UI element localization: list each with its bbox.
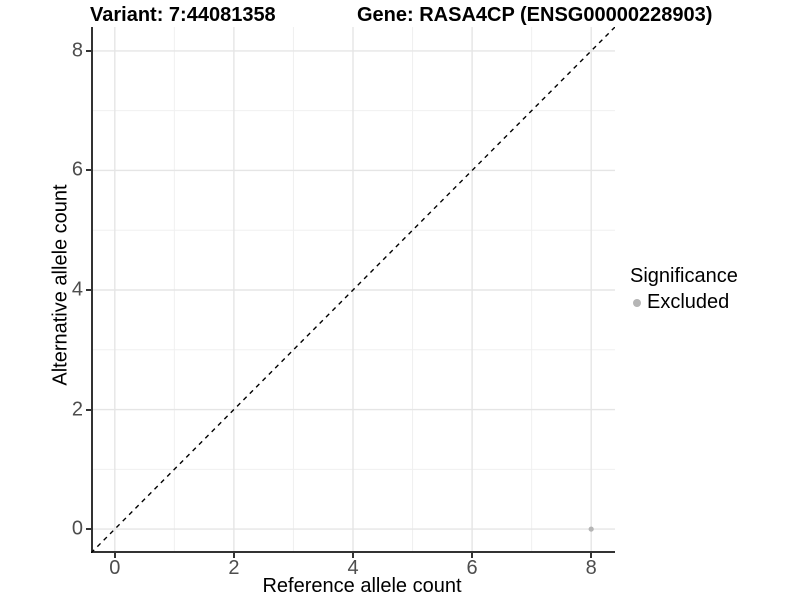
y-tick-mark	[86, 408, 91, 411]
x-tick-mark	[352, 553, 354, 558]
x-tick-label: 6	[466, 557, 478, 579]
plot-title-gene: Gene: RASA4CP (ENSG00000228903)	[357, 4, 713, 26]
legend-item-label: Excluded	[647, 291, 730, 313]
x-tick-label: 4	[347, 557, 359, 579]
legend-title: Significance	[630, 265, 738, 287]
identity-line	[91, 27, 615, 553]
x-tick-label: 2	[228, 557, 240, 579]
x-tick-label: 0	[109, 557, 121, 579]
y-tick-label: 0	[71, 517, 83, 540]
x-tick-mark	[232, 553, 235, 558]
y-tick-label: 4	[71, 278, 83, 301]
plot-panel	[91, 27, 615, 553]
legend-item-excluded: Excluded	[633, 291, 729, 314]
x-tick-label: 8	[585, 557, 597, 579]
legend-point-icon	[633, 298, 641, 307]
y-tick-mark	[86, 289, 91, 291]
data-point	[588, 526, 594, 532]
plot-title-variant: Variant: 7:44081358	[90, 4, 276, 26]
y-tick-label: 6	[71, 158, 83, 181]
x-axis-title: Reference allele count	[262, 575, 462, 597]
y-tick-mark	[86, 49, 91, 52]
x-tick-mark	[471, 553, 474, 558]
x-tick-mark	[113, 553, 116, 558]
y-tick-mark	[86, 169, 91, 172]
plot-panel-canvas	[91, 27, 615, 553]
y-tick-mark	[86, 528, 91, 531]
y-tick-label: 2	[71, 398, 83, 421]
y-tick-label: 8	[71, 39, 83, 62]
x-tick-mark	[590, 553, 593, 558]
